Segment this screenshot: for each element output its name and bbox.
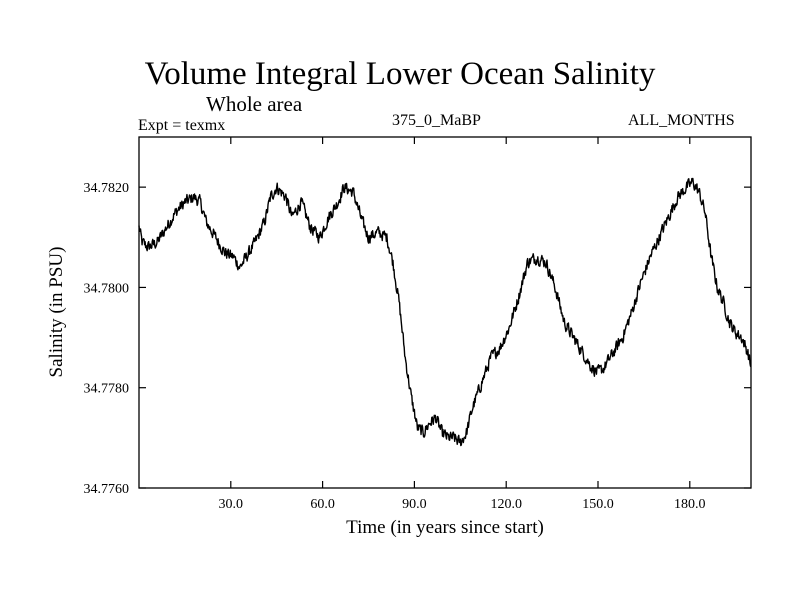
x-tick-label: 90.0 [402, 497, 427, 512]
y-tick-label: 34.7820 [84, 181, 130, 196]
x-tick-label: 150.0 [582, 497, 614, 512]
y-tick-label: 34.7780 [84, 382, 130, 397]
y-tick-label: 34.7760 [84, 482, 130, 497]
x-tick-label: 120.0 [490, 497, 522, 512]
x-tick-label: 30.0 [219, 497, 244, 512]
x-axis: 30.0 60.0 90.0 120.0 150.0 180.0 [219, 137, 706, 512]
salinity-series-line [138, 177, 752, 447]
experiment-label: Expt = texmx [138, 117, 226, 134]
chart-subtitle: Whole area [206, 92, 303, 116]
x-tick-label: 180.0 [674, 497, 706, 512]
x-axis-label: Time (in years since start) [346, 517, 544, 538]
x-tick-label: 60.0 [310, 497, 335, 512]
chart-title: Volume Integral Lower Ocean Salinity [144, 56, 656, 92]
y-axis-label: Salinity (in PSU) [46, 247, 67, 378]
y-axis: 34.7760 34.7780 34.7800 34.7820 [84, 181, 751, 497]
period-label: 375_0_MaBP [392, 112, 481, 129]
plot-frame [138, 136, 752, 489]
months-label: ALL_MONTHS [628, 112, 735, 129]
y-tick-label: 34.7800 [84, 281, 130, 296]
